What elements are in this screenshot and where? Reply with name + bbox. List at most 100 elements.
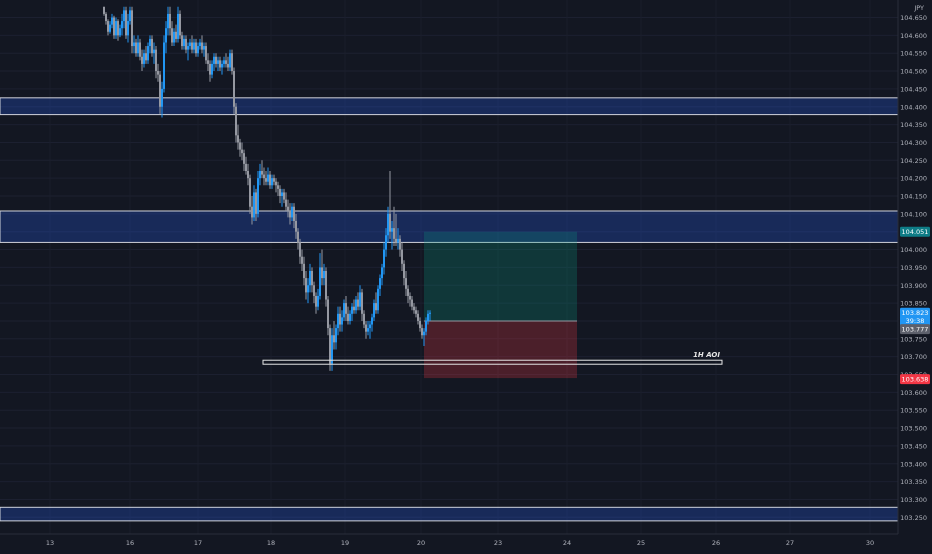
- candle-body: [353, 306, 355, 311]
- candle: [269, 171, 271, 189]
- candle-body: [381, 267, 383, 279]
- candle-body: [121, 21, 123, 29]
- candle: [357, 292, 359, 311]
- candle: [385, 228, 387, 257]
- candle: [393, 206, 395, 246]
- candle: [155, 46, 157, 79]
- candle-body: [281, 192, 283, 196]
- candle: [299, 238, 301, 264]
- candle-body: [299, 242, 301, 257]
- candle: [139, 38, 141, 61]
- lower-demand-zone[interactable]: [0, 506, 899, 522]
- candle: [375, 292, 377, 314]
- y-tick-label: 104.650: [900, 14, 927, 22]
- candle-body: [297, 231, 299, 243]
- candle-body: [351, 306, 353, 314]
- candles-layer: [103, 6, 431, 371]
- candle: [305, 270, 307, 300]
- candle-body: [391, 228, 393, 232]
- candle-body: [177, 13, 179, 39]
- candle: [387, 206, 389, 243]
- candle-body: [203, 46, 205, 50]
- candle-body: [421, 328, 423, 336]
- candle: [123, 6, 125, 29]
- candle-body: [187, 46, 189, 50]
- candle: [383, 242, 385, 275]
- candle-body: [149, 38, 151, 47]
- candle-body: [219, 60, 221, 68]
- candle-body: [257, 178, 259, 214]
- aoi-label: 1H AOI: [693, 351, 720, 359]
- profit-zone[interactable]: [424, 231, 577, 321]
- candle: [121, 13, 123, 36]
- candle: [371, 313, 373, 332]
- time-axis[interactable]: 13 16 17 18 19 20 23 24 25 26 27 30: [0, 533, 932, 550]
- candle-body: [323, 270, 325, 279]
- candle: [271, 174, 273, 189]
- upper-supply-zone[interactable]: [0, 97, 899, 116]
- candle-body: [303, 263, 305, 279]
- price-axis[interactable]: JPY 104.650 104.600 104.550 104.500 104.450 1…: [897, 0, 932, 550]
- candle: [415, 306, 417, 318]
- long-position-tool[interactable]: [424, 231, 577, 379]
- candle: [365, 320, 367, 339]
- candle-body: [399, 238, 401, 250]
- candle-body: [163, 42, 165, 89]
- candle: [117, 19, 119, 41]
- candle-body: [289, 210, 291, 218]
- candle-body: [159, 74, 161, 107]
- candle-body: [309, 270, 311, 286]
- candle: [379, 274, 381, 296]
- candle: [169, 6, 171, 36]
- price-tag-label: 103.638: [902, 376, 929, 384]
- candle: [423, 328, 425, 346]
- candle-body: [411, 299, 413, 307]
- candle-body: [195, 42, 197, 54]
- price-tag-background: [900, 315, 930, 326]
- candle-body: [129, 10, 131, 22]
- candle: [369, 320, 371, 339]
- candle: [251, 196, 253, 225]
- price-axis-background: [898, 0, 932, 550]
- candle: [391, 220, 393, 250]
- candle: [229, 49, 231, 72]
- candle-body: [419, 320, 421, 329]
- candle: [137, 35, 139, 57]
- candle: [287, 199, 289, 218]
- candle-body: [151, 38, 153, 54]
- candle-body: [259, 171, 261, 179]
- candle-body: [181, 35, 183, 47]
- y-tick-label: 103.850: [900, 300, 927, 308]
- candle: [209, 60, 211, 82]
- y-tick-label: 104.600: [900, 32, 927, 40]
- candle: [265, 171, 267, 186]
- candle: [109, 21, 111, 34]
- zones-layer: [0, 97, 899, 522]
- candle: [177, 6, 179, 43]
- y-tick-label: 104.450: [900, 85, 927, 93]
- candle-body: [251, 206, 253, 218]
- candle-body: [333, 335, 335, 343]
- candle: [345, 295, 347, 321]
- candle: [183, 35, 185, 50]
- candle-body: [329, 328, 331, 364]
- candle-body: [261, 171, 263, 175]
- candle-body: [109, 24, 111, 32]
- mid-supply-zone[interactable]: [0, 210, 899, 243]
- candle-body: [123, 10, 125, 22]
- candle-body: [233, 71, 235, 107]
- candle: [261, 160, 263, 179]
- candle-body: [359, 292, 361, 307]
- candle: [171, 21, 173, 47]
- candle-body: [215, 56, 217, 64]
- candle-body: [337, 313, 339, 329]
- aoi-rectangle[interactable]: [262, 359, 723, 365]
- candle: [329, 324, 331, 371]
- candle-body: [221, 63, 223, 68]
- stop-loss-zone[interactable]: [424, 320, 577, 379]
- candle: [281, 188, 283, 207]
- candle: [301, 249, 303, 271]
